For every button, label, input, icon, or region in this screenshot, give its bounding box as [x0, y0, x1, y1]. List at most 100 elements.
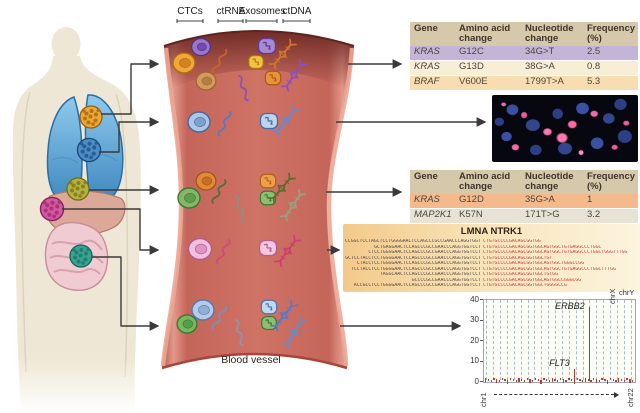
chromosome-gridline: [486, 300, 488, 380]
value-cell: 3.2: [583, 208, 638, 224]
baseline-data-point: [568, 377, 570, 381]
chromosome-gridline: [596, 300, 598, 380]
sequence-read: TAGGCAACTCCAGCCCGCCGAACCCAGGTGGTCCT CTGTG…: [345, 272, 638, 278]
chromosome-gridline: [520, 300, 522, 380]
table-row: KRAS G12D 35G>A 1: [410, 193, 638, 209]
ctc-cell: [196, 72, 216, 90]
column-header: Gene: [410, 22, 455, 46]
baseline-data-point: [487, 378, 490, 382]
column-header: Frequency (%): [583, 170, 638, 194]
column-header: Amino acid change: [455, 170, 521, 194]
sequence-left-segment: ACCGCCTCCTGGGGAACTCCAGCCCGCCGAACCCAGGTGG…: [353, 283, 481, 289]
ctc-cell: [173, 53, 195, 73]
column-header: Nucleotide change: [521, 22, 583, 46]
baseline-data-point: [548, 379, 551, 383]
baseline-data-point: [523, 379, 526, 383]
sequence-left-segment: CTCCTGGGGAACTCCAGCCCGCCGAACCCAGGTGGTCCT: [368, 250, 481, 256]
baseline-data-point: [615, 379, 617, 383]
baseline-data-point: [632, 379, 634, 383]
baseline-data-point: [559, 377, 562, 381]
baseline-data-point: [620, 378, 623, 382]
baseline-data-point: [609, 377, 612, 381]
baseline-data-point: [587, 378, 589, 382]
gene-peak: [588, 307, 591, 381]
baseline-data-point: [554, 378, 556, 382]
sequence-left-segment: CCGGCTCCTAGCTCCTGGGGAACTCCAGCCCGCCGAACCC…: [345, 239, 481, 244]
sequence-right-segment: CTGTGCCCCGACAGCGGTGGCAGTGGCCGGGCGG: [483, 277, 582, 283]
value-cell: 2.5: [583, 45, 638, 61]
chromosome-gridline: [616, 300, 618, 380]
x-start-label: chr1: [479, 392, 488, 407]
baseline-data-point: [518, 377, 520, 382]
baseline-data-point: [576, 377, 578, 381]
baseline-data-point: [496, 378, 498, 383]
value-cell: 1: [583, 193, 638, 209]
exosome: [261, 316, 277, 330]
value-cell: G13D: [455, 60, 521, 76]
gene-cell: BRAF: [410, 75, 455, 91]
table-row: MAP2K1 K57N 171T>G 3.2: [410, 208, 638, 224]
sequence-right-segment: CTGTGCCCCGACAGCGGTGGCAGTGGCTGTGAGGCCCTGG…: [483, 250, 628, 256]
column-brackets: [176, 19, 311, 23]
chromosome-gridline: [575, 300, 577, 380]
gene-cell: KRAS: [410, 45, 455, 61]
chromosome-gridline: [603, 300, 605, 380]
table-header-row: Gene Amino acid change Nucleotide change Fr…: [410, 170, 638, 194]
baseline-data-point: [504, 378, 506, 382]
y-tick-label: 20: [470, 335, 479, 345]
baseline-data-point: [534, 377, 537, 381]
gene-peak: [573, 368, 576, 381]
baseline-data-point: [551, 377, 553, 382]
chromosome-gridline: [527, 300, 529, 380]
value-cell: 171T>G: [521, 208, 583, 224]
value-cell: K57N: [455, 208, 521, 224]
exosome: [248, 55, 264, 69]
baseline-data-point: [485, 377, 487, 382]
y-tick-label: 30: [470, 315, 479, 324]
sequence-read: CTACCTCCTGGGGAACTCCAGCCCGCCGAACCCAGGTGGT…: [345, 261, 638, 267]
sequence-reads: CCGGCTCCTAGCTCCTGGGGAACTCCAGCCCGCCGAACCC…: [345, 239, 638, 289]
baseline-data-point: [562, 378, 564, 383]
sequence-right-segment: CTGTGCCCCGACAGCGGTGGCAGTGGCTGTGAGGCCCTGG…: [483, 244, 602, 250]
y-tick-mark: [480, 360, 483, 362]
sequence-left-segment: GCCCCGCCGAACCCAGGTGGTCCT: [411, 277, 481, 283]
baseline-data-point: [629, 378, 631, 383]
y-tick-mark: [480, 299, 483, 300]
label-exosomes: Exosomes: [238, 6, 286, 17]
fusion-sequence-panel: LMNA NTRK1 CCGGCTCCTAGCTCCTGGGGAACTCCAGC…: [343, 224, 640, 292]
mutation-table-2: Gene Amino acid change Nucleotide change Fr…: [410, 170, 638, 224]
baseline-data-point: [618, 377, 620, 382]
gene-cell: KRAS: [410, 193, 455, 209]
sequence-right-segment: CTGTGCCCCGACAGCGGTGGCAGTGGCTGTGAGGCCCTGG…: [483, 266, 616, 272]
baseline-data-point: [509, 377, 512, 381]
gene-cell: KRAS: [410, 60, 455, 76]
sequence-left-segment: CTACCTCCTGGGGAACTCCAGCCCGCCGAACCCAGGTGGT…: [356, 261, 481, 267]
baseline-data-point: [598, 379, 600, 383]
exosome: [259, 240, 277, 256]
baseline-data-point: [543, 377, 545, 381]
y-tick-label: 40: [470, 294, 479, 304]
baseline-data-point: [537, 378, 539, 382]
copy-number-plot: 0 10 20 30 40 FLT3 ERBB2 chr1 chr22 chrX chrY: [462, 284, 640, 413]
baseline-data-point: [573, 379, 576, 384]
sequence-left-segment: TCCTACCTCCTGGGGAACTCCAGCCCGCCGAACCCAGGTG…: [351, 266, 481, 272]
chromosome-gridline: [493, 300, 495, 380]
x-axis-dashed-arrow: [494, 394, 614, 395]
column-header: Frequency (%): [583, 22, 638, 46]
baseline-data-point: [493, 377, 495, 381]
x-top-right-label: chrY: [619, 288, 635, 297]
exosome: [258, 38, 276, 54]
sequence-left-segment: TAGGCAACTCCAGCCCGCCGAACCCAGGTGGTCCT: [379, 272, 481, 278]
baseline-data-point: [507, 379, 509, 384]
sequence-read: GCTGAGGAACTCCAGCCCGCCGAACCCAGGTGGTCCT CTG…: [345, 245, 638, 251]
baseline-data-point: [623, 379, 625, 383]
column-header: Amino acid change: [455, 22, 521, 46]
column-header: Nucleotide change: [521, 170, 583, 194]
table-header-row: Gene Amino acid change Nucleotide change Fr…: [410, 22, 638, 46]
sequence-right-segment: CTGTGCCCCGACAGCGGTGGCTGTGG: [483, 272, 559, 278]
chromosome-gridline: [507, 300, 509, 380]
sequence-right-segment: CTGTGCCCCGACAGCGGTGG: [483, 239, 541, 244]
baseline-data-point: [582, 379, 584, 383]
